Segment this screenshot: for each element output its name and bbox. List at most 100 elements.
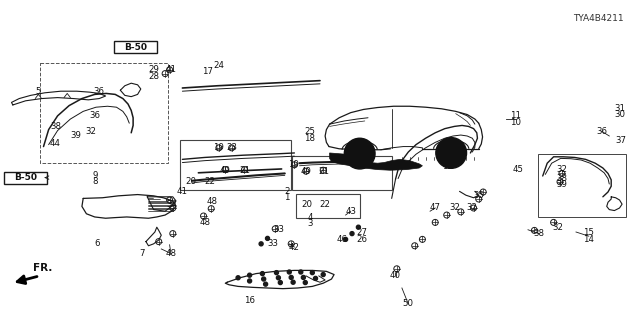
Text: 47: 47 (429, 204, 441, 212)
Circle shape (314, 276, 317, 280)
Text: 14: 14 (583, 235, 595, 244)
Text: 44: 44 (49, 139, 61, 148)
Circle shape (276, 276, 280, 280)
Text: 48: 48 (207, 197, 218, 206)
Text: 36: 36 (89, 111, 100, 120)
Bar (292, 156, 392, 190)
Circle shape (301, 276, 305, 279)
Circle shape (264, 282, 268, 286)
Text: 32: 32 (467, 204, 478, 212)
Text: 38: 38 (556, 174, 568, 183)
Text: 37: 37 (615, 136, 627, 145)
Text: 48: 48 (165, 249, 177, 258)
Text: 42: 42 (289, 243, 300, 252)
Text: 35: 35 (473, 191, 484, 200)
Circle shape (356, 225, 360, 229)
Circle shape (236, 276, 240, 280)
Text: 11: 11 (510, 111, 522, 120)
Circle shape (248, 273, 252, 277)
Bar (4, 172, 47, 184)
Text: 50: 50 (403, 300, 414, 308)
Text: 39: 39 (70, 131, 81, 140)
Circle shape (287, 270, 291, 274)
Circle shape (344, 237, 348, 241)
Bar (180, 140, 291, 190)
Circle shape (248, 279, 252, 283)
Text: 46: 46 (336, 235, 348, 244)
Text: 16: 16 (244, 296, 255, 305)
Text: 7: 7 (140, 249, 145, 258)
Circle shape (262, 277, 266, 281)
Circle shape (291, 280, 295, 284)
Text: 34: 34 (166, 200, 177, 209)
Text: 38: 38 (51, 122, 62, 131)
Text: 32: 32 (85, 127, 97, 136)
Circle shape (275, 271, 278, 275)
Text: 32: 32 (552, 223, 564, 232)
Text: 21: 21 (318, 167, 330, 176)
Circle shape (289, 276, 293, 279)
Text: 49: 49 (301, 167, 311, 176)
Text: 15: 15 (583, 228, 595, 237)
Text: 23: 23 (226, 143, 237, 152)
Text: 45: 45 (513, 165, 524, 174)
Circle shape (299, 270, 303, 274)
Text: 32: 32 (556, 165, 568, 174)
Text: 2: 2 (284, 188, 289, 196)
Circle shape (266, 236, 269, 240)
Text: 27: 27 (356, 228, 367, 237)
Text: 22: 22 (204, 177, 216, 186)
Text: 29: 29 (148, 65, 159, 74)
Circle shape (260, 272, 264, 276)
Text: 25: 25 (304, 127, 316, 136)
Text: 9: 9 (92, 171, 97, 180)
Bar (296, 194, 360, 218)
Text: 30: 30 (614, 110, 625, 119)
Text: 20: 20 (301, 200, 313, 209)
Text: 43: 43 (345, 207, 356, 216)
Text: 41: 41 (177, 187, 188, 196)
Text: 26: 26 (356, 235, 367, 244)
Text: B-50: B-50 (124, 43, 147, 52)
Text: 36: 36 (93, 87, 105, 96)
Circle shape (321, 273, 325, 276)
Text: 21: 21 (239, 166, 250, 175)
Circle shape (344, 138, 375, 169)
Text: FR.: FR. (33, 263, 52, 273)
Text: 5: 5 (36, 87, 41, 96)
Text: 18: 18 (304, 134, 316, 143)
Circle shape (436, 138, 467, 168)
Circle shape (350, 232, 354, 236)
Text: 20: 20 (185, 177, 196, 186)
Text: 8: 8 (92, 177, 97, 186)
Polygon shape (330, 153, 422, 170)
Text: 28: 28 (148, 72, 159, 81)
Text: 33: 33 (273, 225, 284, 234)
Text: 48: 48 (199, 218, 211, 227)
Bar (538, 154, 626, 217)
Circle shape (259, 242, 263, 246)
Text: 6: 6 (95, 239, 100, 248)
Text: 32: 32 (449, 204, 460, 212)
Text: 1: 1 (284, 193, 289, 202)
Text: 17: 17 (202, 68, 214, 76)
Bar (114, 41, 157, 53)
Text: 19: 19 (288, 160, 298, 169)
Text: 4: 4 (308, 213, 313, 222)
Bar (40, 63, 168, 163)
Text: 10: 10 (510, 118, 522, 127)
Text: 13: 13 (442, 156, 454, 164)
Text: B-50: B-50 (14, 173, 37, 182)
Text: 41: 41 (166, 65, 177, 74)
Text: 33: 33 (267, 239, 278, 248)
Text: 3: 3 (308, 220, 313, 228)
Text: TYA4B4211: TYA4B4211 (573, 14, 624, 23)
Text: 38: 38 (533, 229, 545, 238)
Text: 40: 40 (390, 271, 401, 280)
Text: 19: 19 (214, 143, 224, 152)
Text: 22: 22 (319, 200, 331, 209)
Circle shape (278, 281, 282, 284)
Text: 36: 36 (596, 127, 607, 136)
Text: 12: 12 (442, 162, 454, 171)
Circle shape (310, 271, 314, 275)
